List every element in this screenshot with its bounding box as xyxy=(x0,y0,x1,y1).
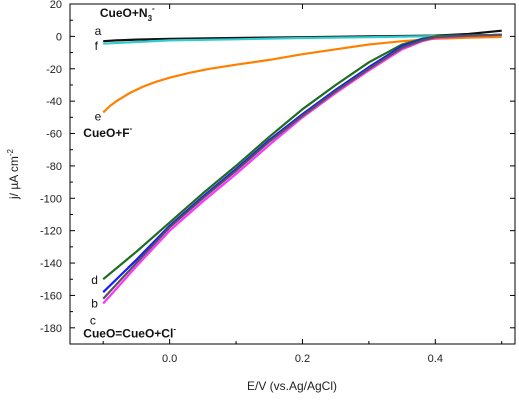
x-tick-label: 0.0 xyxy=(162,353,177,365)
y-tick-label: -160 xyxy=(40,290,62,302)
series-line-7 xyxy=(102,33,502,300)
y-tick-label: 20 xyxy=(50,0,62,11)
label-cueo-f: CueO+F- xyxy=(83,124,132,140)
y-tick-label: -180 xyxy=(40,323,62,335)
x-tick-label: 0.4 xyxy=(428,353,443,365)
series-line-5 xyxy=(102,33,502,293)
label-f: f xyxy=(95,39,99,53)
series-line-6 xyxy=(102,33,502,305)
label-cueo-n3: CueO+N3- xyxy=(100,4,155,23)
y-tick-label: 0 xyxy=(56,31,62,43)
label-cueo-cl: CueO=CueO+Cl- xyxy=(83,325,176,341)
series-layer xyxy=(102,29,502,305)
plot-frame xyxy=(69,3,516,345)
y-axis-title: j/ µA cm-2 xyxy=(6,148,21,200)
y-tick-label: -100 xyxy=(40,193,62,205)
series-line-2 xyxy=(103,33,502,45)
y-tick-label: -20 xyxy=(46,64,62,76)
label-d: d xyxy=(91,273,98,287)
y-tick-label: -120 xyxy=(40,226,62,238)
x-axis-title: E/V (vs.Ag/AgCl) xyxy=(247,379,337,393)
label-a: a xyxy=(95,24,102,38)
y-axis-ticks: 20 0 -20 -40 -60 -80 -100 -120 -140 -160 -180 xyxy=(40,0,515,335)
series-line-4 xyxy=(102,33,502,281)
label-b: b xyxy=(91,297,98,311)
label-c: c xyxy=(90,314,96,328)
y-tick-label: -40 xyxy=(46,96,62,108)
y-tick-label: -60 xyxy=(46,129,62,141)
y-tick-label: -80 xyxy=(46,161,62,173)
x-tick-label: 0.2 xyxy=(295,353,310,365)
y-axis-title-main: j/ µA cm xyxy=(7,156,21,200)
label-e: e xyxy=(95,110,102,124)
y-tick-label: -140 xyxy=(40,258,62,270)
x-axis-ticks: 0.0 0.2 0.4 xyxy=(102,4,503,365)
y-axis-title-exponent: -2 xyxy=(6,148,15,156)
series-line-3 xyxy=(102,35,502,114)
